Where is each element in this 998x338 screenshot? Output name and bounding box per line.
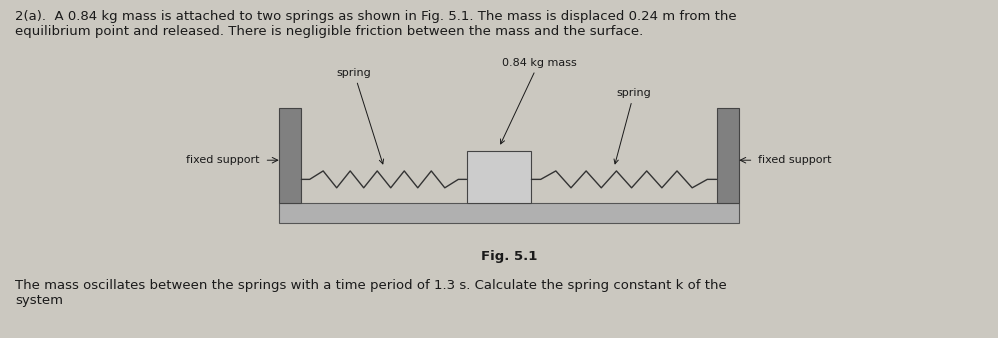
Text: 0.84 kg mass: 0.84 kg mass (501, 57, 576, 144)
Text: fixed support: fixed support (186, 155, 259, 165)
Text: fixed support: fixed support (758, 155, 832, 165)
Bar (717, 108, 739, 203)
Text: spring: spring (336, 68, 383, 164)
Text: The mass oscillates between the springs with a time period of 1.3 s. Calculate t: The mass oscillates between the springs … (15, 279, 727, 307)
Text: 2(a).  A 0.84 kg mass is attached to two springs as shown in Fig. 5.1. The mass : 2(a). A 0.84 kg mass is attached to two … (15, 10, 737, 38)
Bar (279, 203, 739, 223)
Text: Fig. 5.1: Fig. 5.1 (481, 250, 537, 263)
Bar (279, 108, 301, 203)
Bar (467, 151, 531, 203)
Text: spring: spring (614, 88, 652, 164)
